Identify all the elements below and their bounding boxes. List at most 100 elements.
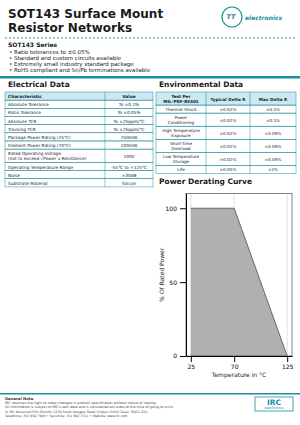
table-cell-line: Life (177, 167, 185, 172)
table-cell-line: ±0.1% (266, 117, 280, 122)
logo-circle (222, 7, 242, 27)
table-row (156, 165, 296, 173)
grid (191, 193, 287, 356)
plot-area (191, 208, 287, 356)
header-bar (0, 76, 300, 79)
table-cell: ±0.1% (266, 107, 280, 112)
footer-company-line: Telephone: 361 992 7900 • Facsimile: 361… (4, 415, 127, 419)
table-divider (206, 139, 207, 152)
table-cell: Life (177, 167, 185, 172)
table-cell-line: Overload (171, 146, 190, 151)
table-header-text-line: Max Delta R (259, 96, 288, 101)
table-cell-line: ±0.09% (265, 143, 282, 148)
table-cell: Package Power Rating (25°C) (8, 134, 71, 139)
table-divider (250, 113, 251, 126)
table-divider (206, 105, 207, 113)
table-cell: Absolute TCR (8, 118, 37, 123)
footer-logo-text: electronics (264, 406, 283, 410)
table-cell: Noise (8, 172, 20, 177)
table-header-text-line: MIL-PRF-83401 (163, 99, 199, 104)
table-cell-line: Operating Temperature Range (8, 164, 73, 169)
table-header-text: Test PerMIL-PRF-83401 (163, 94, 199, 104)
footer-note: IRC reserves the right to make changes i… (5, 401, 174, 409)
table-cell-line: ±0.02% (220, 156, 237, 161)
table-row (5, 100, 153, 108)
series-label: SOT143 Series (8, 41, 58, 48)
table-row (5, 125, 153, 133)
table-cell: Short-timeOverload (170, 141, 193, 151)
table-title: Environmental Data (159, 80, 243, 89)
y-tick-mark (180, 282, 186, 283)
table-header-text-line: Typical Delta R (211, 96, 247, 101)
table-divider (105, 162, 106, 170)
table-cell-line: (not to exceed √Power x Resistance) (8, 156, 87, 161)
table-cell: ±2% (268, 167, 278, 172)
table-cell-line: Noise (8, 172, 20, 177)
bullet: • RoHS compliant and Sn/Pb terminations … (9, 67, 151, 74)
y-tick-mark (180, 356, 186, 357)
chart-title: Power Derating Curve (159, 177, 252, 186)
area-line (191, 208, 287, 356)
table-row (156, 113, 296, 126)
y-tick-mark (180, 208, 186, 209)
table-header-text: Value (122, 94, 136, 99)
x-tick: 25 (187, 356, 195, 370)
table-cell: ±0.09% (265, 156, 282, 161)
table-cell-line: Absolute TCR (8, 118, 37, 123)
footer-line (0, 393, 300, 395)
table-cell-line: ±0.09% (265, 130, 282, 135)
y-tick-label: 100 (166, 205, 178, 212)
logo-text-line: electronics (245, 14, 283, 21)
table-divider (105, 125, 106, 133)
table-cell-line: 100V (123, 153, 134, 158)
table-header (5, 92, 153, 100)
table: Test PerMIL-PRF-83401 Typical Delta R Max … (156, 92, 296, 173)
table-row (156, 126, 296, 139)
x-tick-label: 125 (282, 363, 294, 370)
y-axis-line (186, 194, 187, 357)
table-cell-line: Silicon (122, 180, 136, 185)
table-cell-line: Absolute Tolerance (8, 102, 49, 107)
x-axis-title-line: Temperature in °C (211, 371, 266, 379)
table-divider (250, 152, 251, 165)
title-line: Resistor Networks (8, 21, 132, 35)
table-cell: ±0.05% (220, 167, 237, 172)
table-cell-line: ±2% (268, 167, 278, 172)
table-cell-line: Ratio Tolerance (8, 110, 41, 115)
x-tick-label: 25 (187, 363, 195, 370)
table-divider (105, 133, 106, 141)
logo-text-line: TT (226, 13, 236, 21)
y-tick-label: 0 (173, 352, 177, 359)
table-cell: ±0.02% (220, 156, 237, 161)
x-axis-line (187, 356, 293, 357)
footer-logo-box (255, 397, 293, 411)
table-cell-line: Package Power Rating (25°C) (8, 134, 71, 139)
table-cell-line: Conditioning (168, 120, 195, 125)
y-tick: 100 (166, 205, 186, 212)
y-axis-title-group: % Of Rated Power (158, 247, 165, 301)
table-divider (105, 100, 106, 108)
plot-background (186, 193, 292, 356)
y-axis-title-line: % Of Rated Power (158, 247, 165, 301)
table-cell-line: ±0.09% (265, 156, 282, 161)
area (191, 208, 287, 356)
table-cell: Rated Operating Voltage(not to exceed √P… (8, 151, 87, 161)
table-cell-line: ±0.02% (220, 143, 237, 148)
table-divider (105, 116, 106, 124)
table-row (5, 116, 153, 124)
table-cell: PowerConditioning (168, 115, 195, 125)
table-cell: To ±25ppm/°C (112, 126, 144, 131)
table-cell: 250mW (121, 134, 138, 139)
table-title-line: Environmental Data (159, 80, 243, 89)
table-cell: Element Power Rating (70°C) (8, 143, 71, 148)
table-cell: Tracking TCR (7, 126, 36, 131)
table-cell: ±0.09% (265, 143, 282, 148)
table-row (5, 179, 153, 187)
table-cell-line: To ±0.05% (116, 110, 140, 115)
table-header-text-line: Value (122, 94, 136, 99)
table-cell: Thermal Shock (164, 107, 197, 112)
table-cell: ±0.1% (266, 117, 280, 122)
bullet-line: • RoHS compliant and Sn/Pb terminations … (9, 67, 151, 74)
table-header-text-line: Characteristic (8, 94, 42, 99)
logo-text: electronics (245, 14, 283, 21)
